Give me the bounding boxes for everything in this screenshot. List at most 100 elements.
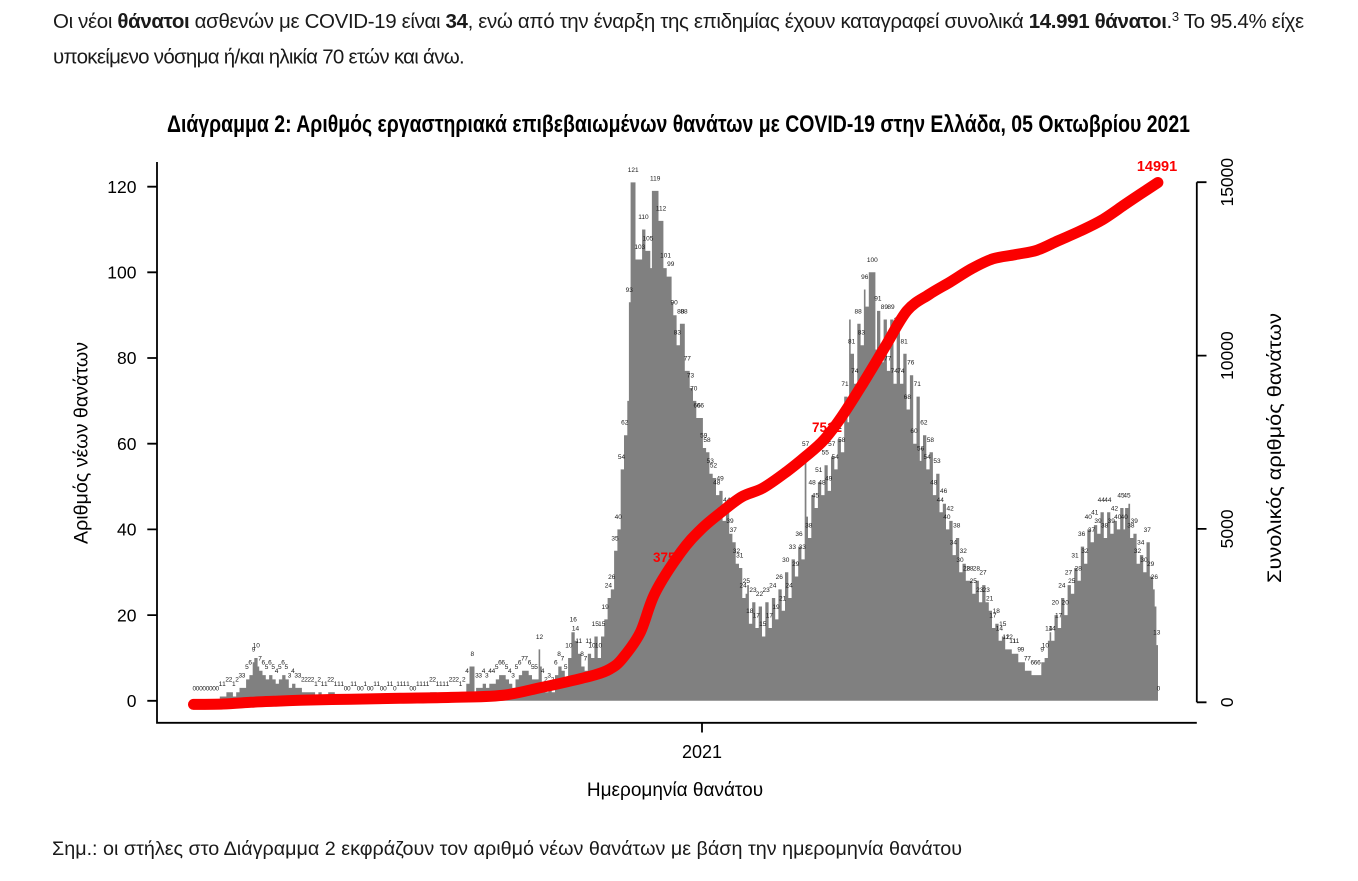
svg-text:34: 34 <box>950 540 958 547</box>
svg-text:7: 7 <box>521 655 525 662</box>
svg-text:60: 60 <box>117 434 137 454</box>
svg-text:11: 11 <box>585 638 592 645</box>
svg-text:6: 6 <box>528 660 532 667</box>
svg-text:Διάγραμμα 2: Αριθμός εργαστηρι: Διάγραμμα 2: Αριθμός εργαστηριακά επιβεβ… <box>167 111 1190 138</box>
svg-text:1: 1 <box>337 681 341 688</box>
svg-text:70: 70 <box>690 385 698 392</box>
svg-text:21: 21 <box>986 595 994 602</box>
svg-text:4: 4 <box>275 668 279 675</box>
svg-text:4: 4 <box>492 668 496 675</box>
svg-text:1: 1 <box>219 681 223 688</box>
svg-text:1: 1 <box>386 681 390 688</box>
svg-text:14: 14 <box>572 625 580 632</box>
svg-text:1: 1 <box>222 681 226 688</box>
svg-text:0: 0 <box>206 685 210 692</box>
svg-text:77: 77 <box>684 355 692 362</box>
svg-text:1: 1 <box>376 681 380 688</box>
svg-text:1: 1 <box>373 681 377 688</box>
svg-text:100: 100 <box>867 257 878 264</box>
svg-text:1: 1 <box>426 681 430 688</box>
svg-text:15: 15 <box>592 621 600 628</box>
svg-text:6: 6 <box>248 660 252 667</box>
svg-text:9: 9 <box>1017 647 1021 654</box>
svg-text:40: 40 <box>1121 514 1129 521</box>
svg-text:0: 0 <box>357 685 361 692</box>
svg-text:23: 23 <box>749 587 757 594</box>
svg-text:6: 6 <box>1030 660 1034 667</box>
svg-text:0: 0 <box>192 685 196 692</box>
svg-text:26: 26 <box>776 574 784 581</box>
svg-text:101: 101 <box>660 253 671 260</box>
svg-text:4: 4 <box>482 668 486 675</box>
svg-text:10: 10 <box>1042 643 1050 650</box>
svg-text:6: 6 <box>501 660 505 667</box>
svg-text:15: 15 <box>598 621 606 628</box>
svg-text:33: 33 <box>789 544 797 551</box>
svg-text:2: 2 <box>455 677 459 684</box>
svg-text:45: 45 <box>812 493 820 500</box>
svg-text:53: 53 <box>707 458 715 465</box>
svg-text:34: 34 <box>1137 540 1145 547</box>
svg-text:1: 1 <box>340 681 344 688</box>
svg-text:9: 9 <box>252 647 256 654</box>
svg-text:25: 25 <box>1068 578 1076 585</box>
svg-text:7: 7 <box>1027 655 1031 662</box>
svg-text:2: 2 <box>452 677 456 684</box>
svg-text:37: 37 <box>1088 527 1096 534</box>
svg-text:4: 4 <box>465 668 469 675</box>
svg-text:1: 1 <box>396 681 400 688</box>
svg-text:1: 1 <box>416 681 420 688</box>
svg-text:27: 27 <box>979 570 987 577</box>
svg-text:1: 1 <box>232 681 236 688</box>
svg-text:2: 2 <box>311 677 315 684</box>
svg-text:40: 40 <box>943 514 951 521</box>
svg-text:19: 19 <box>772 604 780 611</box>
svg-text:88: 88 <box>854 308 862 315</box>
svg-text:11: 11 <box>575 638 582 645</box>
svg-text:44: 44 <box>1104 497 1112 504</box>
svg-text:6: 6 <box>268 660 272 667</box>
svg-text:1: 1 <box>400 681 404 688</box>
svg-text:25: 25 <box>970 578 978 585</box>
svg-text:5: 5 <box>531 664 535 671</box>
svg-text:20: 20 <box>1062 600 1070 607</box>
svg-text:58: 58 <box>703 437 711 444</box>
svg-text:2: 2 <box>235 677 239 684</box>
svg-text:2: 2 <box>301 677 305 684</box>
svg-text:1: 1 <box>390 681 394 688</box>
svg-text:5: 5 <box>534 664 538 671</box>
svg-text:66: 66 <box>693 403 701 410</box>
svg-text:120: 120 <box>107 177 136 197</box>
svg-text:3: 3 <box>485 672 489 679</box>
svg-text:14991: 14991 <box>1137 159 1177 175</box>
svg-text:19: 19 <box>601 604 609 611</box>
svg-text:3: 3 <box>547 672 551 679</box>
svg-text:81: 81 <box>900 338 908 345</box>
svg-text:48: 48 <box>808 480 816 487</box>
svg-text:57: 57 <box>828 441 836 448</box>
svg-text:23: 23 <box>976 587 984 594</box>
svg-text:74: 74 <box>897 368 905 375</box>
svg-text:8: 8 <box>470 651 474 658</box>
svg-text:42: 42 <box>1111 505 1119 512</box>
svg-text:5: 5 <box>265 664 269 671</box>
svg-text:121: 121 <box>628 167 639 174</box>
svg-text:28: 28 <box>1075 565 1083 572</box>
svg-text:18: 18 <box>746 608 754 615</box>
svg-text:119: 119 <box>650 175 661 182</box>
svg-text:93: 93 <box>626 287 634 294</box>
svg-text:31: 31 <box>1071 553 1079 560</box>
svg-text:1: 1 <box>423 681 427 688</box>
svg-text:21: 21 <box>779 595 787 602</box>
svg-text:23: 23 <box>983 587 991 594</box>
svg-text:4: 4 <box>508 668 512 675</box>
svg-text:5: 5 <box>505 664 509 671</box>
svg-text:2: 2 <box>544 677 548 684</box>
svg-text:89: 89 <box>881 304 889 311</box>
svg-text:0: 0 <box>380 685 384 692</box>
svg-text:2: 2 <box>429 677 433 684</box>
svg-text:6: 6 <box>498 660 502 667</box>
svg-text:57: 57 <box>802 441 810 448</box>
svg-text:3: 3 <box>238 672 242 679</box>
svg-text:2: 2 <box>304 677 308 684</box>
